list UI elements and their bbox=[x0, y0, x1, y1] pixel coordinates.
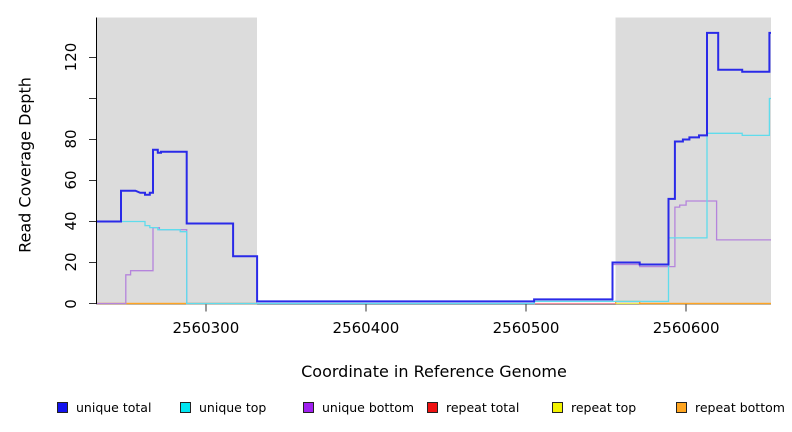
legend-label: unique bottom bbox=[322, 399, 415, 415]
legend-item-unique-bottom: unique bottom bbox=[303, 399, 414, 415]
y-tick-label: 40 bbox=[62, 211, 80, 232]
x-axis-title: Coordinate in Reference Genome bbox=[301, 362, 567, 381]
legend-label: unique total bbox=[76, 399, 152, 415]
legend-label: repeat total bbox=[446, 399, 520, 415]
repeat-bottom-swatch-icon bbox=[676, 401, 687, 413]
y-tick-label: 0 bbox=[62, 298, 80, 309]
unique-top-swatch-icon bbox=[180, 401, 191, 413]
x-tick-label: 2560400 bbox=[332, 319, 400, 337]
legend-label: repeat top bbox=[571, 399, 637, 415]
repeat-region-band-2 bbox=[615, 17, 771, 304]
unique-bottom-swatch-icon bbox=[303, 401, 314, 413]
repeat-region-band-1 bbox=[97, 17, 258, 304]
y-tick-label: 20 bbox=[62, 252, 80, 273]
legend-item-repeat-total: repeat total bbox=[427, 399, 519, 415]
y-axis-title: Read Coverage Depth bbox=[15, 77, 35, 253]
repeat-top-swatch-icon bbox=[552, 401, 563, 413]
legend: unique total unique top unique bottom repea… bbox=[0, 399, 792, 417]
legend-label: repeat bottom bbox=[695, 399, 785, 415]
series-unique-total-line bbox=[97, 31, 771, 303]
y-tick-label: 60 bbox=[62, 170, 80, 191]
x-tick-label: 2560300 bbox=[172, 319, 240, 337]
x-tick-label: 2560500 bbox=[492, 319, 560, 337]
repeat-total-swatch-icon bbox=[427, 401, 438, 413]
unique-total-swatch-icon bbox=[57, 401, 68, 413]
x-tick-label: 2560600 bbox=[652, 319, 720, 337]
legend-label: unique top bbox=[199, 399, 267, 415]
legend-item-repeat-top: repeat top bbox=[552, 399, 636, 415]
y-tick-label: 80 bbox=[62, 129, 80, 150]
legend-item-repeat-bottom: repeat bottom bbox=[676, 399, 785, 415]
series-unique-top-line bbox=[97, 97, 771, 305]
y-tick-label: 120 bbox=[62, 43, 80, 72]
legend-item-unique-total: unique total bbox=[57, 399, 151, 415]
legend-item-unique-top: unique top bbox=[180, 399, 266, 415]
